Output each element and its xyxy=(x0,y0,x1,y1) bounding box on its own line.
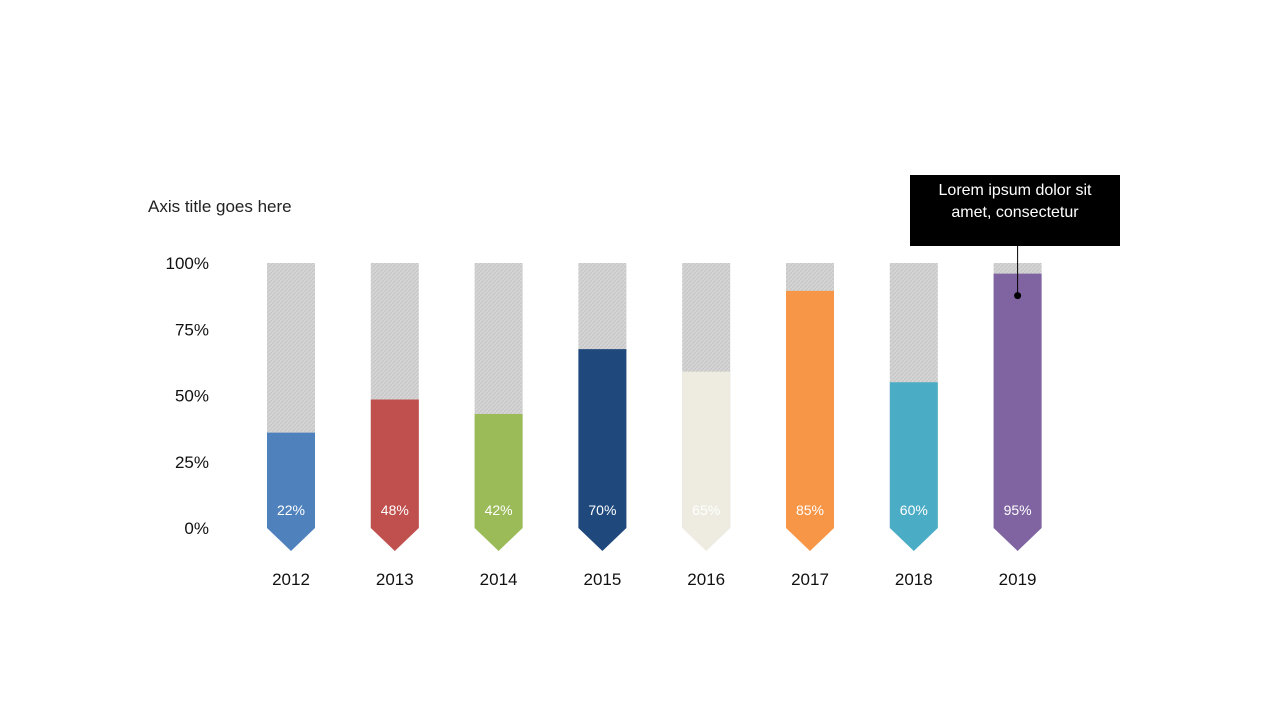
y-axis-title: Axis title goes here xyxy=(148,197,292,216)
bar-group-2013: 48% 2013 xyxy=(370,263,419,589)
bar-group-2015: 70% 2015 xyxy=(578,263,627,589)
bar-fill xyxy=(474,414,523,551)
bar-data-label: 22% xyxy=(277,502,305,518)
y-tick-label: 100% xyxy=(166,254,209,273)
bar-fill xyxy=(578,349,627,551)
bar-data-label: 95% xyxy=(1004,502,1032,518)
bar-group-2018: 60% 2018 xyxy=(889,263,938,589)
bar-data-label: 70% xyxy=(588,502,616,518)
y-tick-label: 75% xyxy=(175,320,209,339)
y-tick-label: 25% xyxy=(175,453,209,472)
bars-group: 22% 2012 48% 2013 42% 2014 70% 2015 65% 2016 85% 20… xyxy=(267,263,1042,589)
bar-fill xyxy=(267,432,315,551)
bar-fill xyxy=(889,382,938,551)
x-category-label: 2012 xyxy=(272,570,310,589)
y-tick-label: 0% xyxy=(184,519,209,538)
x-category-label: 2015 xyxy=(583,570,621,589)
bar-group-2014: 42% 2014 xyxy=(474,263,523,589)
x-category-label: 2014 xyxy=(480,570,518,589)
bar-group-2017: 85% 2017 xyxy=(786,263,834,589)
y-tick-label: 50% xyxy=(175,387,209,406)
bar-data-label: 48% xyxy=(381,502,409,518)
bar-group-2012: 22% 2012 xyxy=(267,263,315,589)
bar-group-2016: 65% 2016 xyxy=(682,263,731,589)
x-category-label: 2018 xyxy=(895,570,933,589)
bar-fill xyxy=(682,371,731,551)
y-axis-ticks: 0% 25% 50% 75% 100% xyxy=(166,254,209,538)
bar-data-label: 65% xyxy=(692,502,720,518)
bar-fill xyxy=(786,290,834,551)
bar-fill xyxy=(370,399,419,551)
x-category-label: 2016 xyxy=(687,570,725,589)
callout-annotation: Lorem ipsum dolor sit amet, consectetur xyxy=(910,175,1120,300)
bar-data-label: 60% xyxy=(900,502,928,518)
bar-fill xyxy=(993,273,1042,551)
callout-text-line: amet, consectetur xyxy=(951,204,1079,221)
callout-box xyxy=(910,175,1120,246)
callout-dot xyxy=(1014,292,1022,300)
x-category-label: 2019 xyxy=(999,570,1037,589)
x-category-label: 2017 xyxy=(791,570,829,589)
bar-data-label: 85% xyxy=(796,502,824,518)
bar-group-2019: 95% 2019 xyxy=(993,263,1042,589)
x-category-label: 2013 xyxy=(376,570,414,589)
bar-data-label: 42% xyxy=(485,502,513,518)
callout-text-line: Lorem ipsum dolor sit xyxy=(939,182,1093,199)
